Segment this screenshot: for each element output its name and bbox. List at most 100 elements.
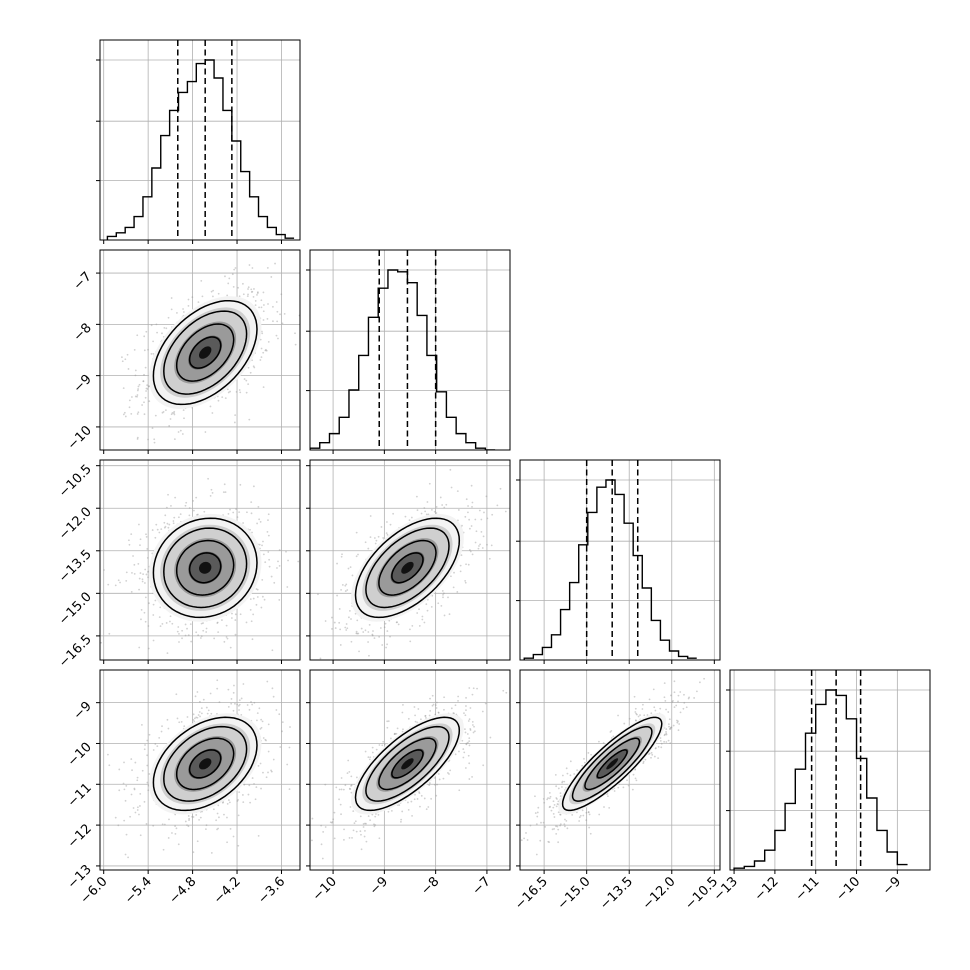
scatter-point — [452, 712, 455, 715]
scatter-point — [362, 822, 365, 825]
scatter-point — [117, 579, 120, 582]
scatter-point — [341, 584, 344, 586]
contour-line — [354, 517, 461, 619]
scatter-point — [171, 832, 173, 834]
scatter-point — [155, 323, 158, 326]
scatter-point — [276, 567, 278, 569]
scatter-point — [156, 745, 159, 748]
scatter-point — [445, 503, 448, 506]
contour-line — [152, 517, 258, 619]
scatter-point — [390, 737, 392, 740]
scatter-point — [407, 801, 409, 804]
scatter-point — [499, 487, 502, 490]
scatter-point — [161, 411, 164, 414]
contour-line — [391, 552, 424, 584]
scatter-point — [171, 412, 174, 414]
scatter-point — [255, 588, 258, 590]
scatter-point — [281, 721, 284, 724]
panel-frame — [99, 669, 301, 871]
scatter-point — [260, 356, 263, 359]
scatter-point — [333, 811, 336, 814]
scatter-point — [424, 715, 427, 717]
density-peak — [199, 758, 212, 770]
scatter-point — [477, 547, 480, 550]
scatter-point — [324, 826, 327, 828]
scatter-point — [449, 468, 452, 471]
scatter-point — [153, 438, 156, 441]
scatter-point — [330, 821, 333, 824]
scatter-point — [478, 509, 481, 512]
scatter-point — [198, 818, 200, 821]
scatter-point — [443, 696, 446, 699]
density-peak — [199, 561, 212, 574]
scatter-point — [456, 591, 459, 593]
scatter-point — [146, 764, 149, 767]
scatter-point — [362, 826, 365, 828]
scatter-point — [152, 603, 155, 606]
scatter-point — [231, 273, 234, 276]
scatter-point — [136, 394, 139, 396]
scatter-point — [129, 815, 132, 818]
scatter-point — [250, 291, 253, 293]
scatter-point — [371, 633, 374, 636]
scatter-point — [278, 599, 281, 601]
scatter-point — [369, 819, 372, 822]
scatter-point — [239, 613, 242, 616]
scatter-point — [242, 293, 245, 296]
scatter-point — [234, 633, 237, 636]
scatter-point — [137, 411, 140, 414]
scatter-point — [136, 334, 139, 337]
scatter-point — [441, 590, 444, 592]
scatter-point — [134, 369, 137, 372]
scatter-point — [288, 746, 291, 749]
scatter-point — [262, 291, 265, 294]
scatter-point — [234, 267, 237, 269]
scatter-point — [151, 427, 154, 430]
scatter-point — [462, 756, 465, 759]
scatter-point — [350, 791, 353, 794]
scatter-point — [170, 504, 172, 507]
scatter-point — [262, 737, 265, 739]
scatter-point — [256, 291, 259, 294]
density-panel-3-0 — [96, 669, 301, 874]
scatter-point — [192, 851, 195, 854]
scatter-point — [378, 635, 381, 638]
scatter-point — [453, 712, 455, 715]
scatter-point — [368, 654, 370, 657]
scatter-point — [108, 764, 111, 767]
scatter-point — [513, 687, 515, 689]
scatter-point — [278, 549, 281, 551]
scatter-point — [457, 699, 459, 702]
scatter-point — [294, 332, 296, 335]
scatter-point — [437, 711, 440, 714]
scatter-point — [345, 629, 348, 631]
scatter-point — [427, 513, 430, 516]
scatter-point — [273, 581, 276, 584]
scatter-point — [543, 801, 546, 804]
scatter-point — [425, 603, 428, 606]
scatter-point — [145, 533, 147, 536]
scatter-point — [127, 368, 130, 370]
scatter-point — [170, 297, 173, 299]
scatter-point — [136, 395, 138, 398]
contour-line — [365, 527, 450, 609]
scatter-point — [145, 390, 147, 392]
scatter-point — [252, 365, 255, 368]
scatter-point — [195, 631, 198, 634]
scatter-point — [660, 742, 663, 745]
contour-line — [188, 749, 222, 779]
scatter-point — [598, 813, 601, 816]
scatter-point — [464, 515, 467, 518]
scatter-point — [407, 808, 410, 811]
scatter-point — [297, 560, 300, 563]
scatter-point — [400, 820, 402, 823]
scatter-point — [221, 396, 224, 399]
scatter-point — [251, 703, 254, 706]
scatter-point — [147, 385, 150, 388]
scatter-point — [377, 535, 380, 538]
scatter-point — [143, 335, 146, 338]
scatter-point — [230, 698, 233, 700]
scatter-point — [205, 824, 208, 827]
scatter-point — [260, 726, 263, 729]
scatter-point — [365, 822, 367, 825]
